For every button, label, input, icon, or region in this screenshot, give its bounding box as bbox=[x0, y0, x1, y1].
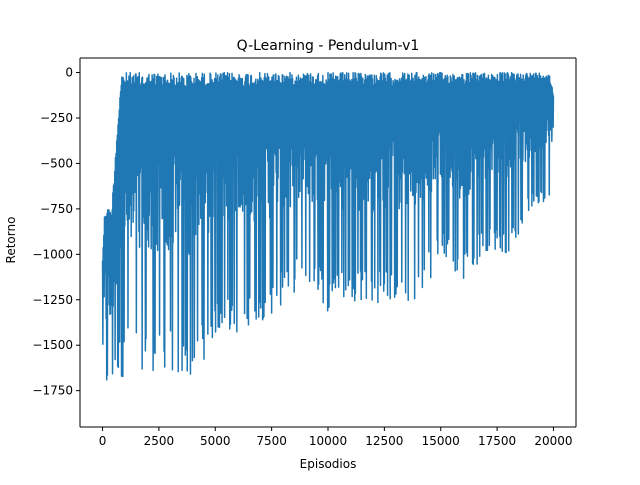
plot-area bbox=[101, 71, 555, 381]
y-tick-label: −250 bbox=[40, 111, 73, 125]
x-tick-label: 2500 bbox=[144, 434, 175, 448]
y-tick-label: −1250 bbox=[32, 293, 73, 307]
x-tick-label: 17500 bbox=[478, 434, 516, 448]
y-tick-label: −750 bbox=[40, 202, 73, 216]
y-axis-label: Retorno bbox=[4, 217, 18, 264]
x-axis-label: Episodios bbox=[300, 457, 357, 471]
x-tick-label: 12500 bbox=[365, 434, 403, 448]
x-tick-label: 20000 bbox=[534, 434, 572, 448]
y-tick-label: −1500 bbox=[32, 338, 73, 352]
y-tick-label: −500 bbox=[40, 156, 73, 170]
chart-title: Q-Learning - Pendulum-v1 bbox=[237, 38, 420, 54]
y-tick-label: 0 bbox=[65, 66, 73, 80]
x-tick-label: 15000 bbox=[422, 434, 460, 448]
axes: 0 2500 5000 7500 10000 12500 15000 17500 20000 0 −… bbox=[32, 57, 577, 448]
y-tick-label: −1000 bbox=[32, 247, 73, 261]
x-tick-label: 0 bbox=[99, 434, 107, 448]
series-line-0 bbox=[101, 71, 555, 381]
x-tick-label: 7500 bbox=[256, 434, 287, 448]
x-tick-label: 10000 bbox=[309, 434, 347, 448]
x-tick-label: 5000 bbox=[200, 434, 231, 448]
y-tick-label: −1750 bbox=[32, 384, 73, 398]
